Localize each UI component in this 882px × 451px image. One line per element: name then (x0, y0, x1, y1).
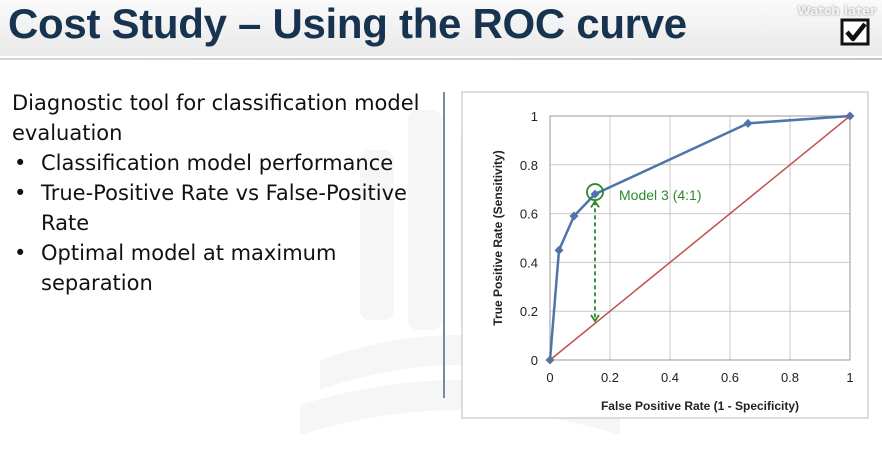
title-bar (0, 0, 882, 56)
roc-data-point (743, 118, 753, 128)
y-tick-label: 1 (531, 109, 538, 124)
column-divider (443, 92, 445, 398)
model-highlight-circle (586, 183, 604, 201)
roc-data-point (590, 189, 600, 199)
x-tick-label: 0.2 (601, 370, 619, 385)
y-tick-label: 0.2 (520, 304, 538, 319)
separation-arrow-bottom (590, 314, 600, 323)
y-axis-label: True Positive Rate (Sensitivity) (491, 150, 505, 325)
diagonal-reference-line (549, 115, 851, 361)
plot-area (549, 115, 851, 361)
x-tick-label: 0.4 (661, 370, 679, 385)
x-tick-label: 0.8 (781, 370, 799, 385)
slide-title: Cost Study – Using the ROC curve (8, 0, 687, 47)
bullet-item: True-Positive Rate vs False-Positive Rat… (12, 178, 432, 238)
roc-curve-line (548, 114, 851, 361)
y-tick-label: 0.6 (520, 207, 538, 222)
roc-data-point (554, 245, 564, 255)
bullet-list: Classification model performance True-Po… (12, 148, 432, 298)
watch-later-button[interactable] (838, 18, 874, 48)
x-tick-label: 0 (546, 370, 553, 385)
title-divider (0, 58, 882, 60)
watch-later-label[interactable]: Watch later (797, 4, 876, 18)
model-annotation-label: Model 3 (4:1) (619, 187, 701, 203)
chart-frame (461, 91, 869, 419)
y-tick-label: 0.8 (520, 158, 538, 173)
y-tick-label: 0 (531, 353, 538, 368)
bullet-item: Classification model performance (12, 148, 432, 178)
lead-text: Diagnostic tool for classification model… (12, 91, 420, 145)
roc-data-point (569, 211, 579, 221)
x-tick-label: 1 (846, 370, 853, 385)
y-tick-label: 0.4 (520, 255, 538, 270)
x-axis-label: False Positive Rate (1 - Specificity) (601, 399, 799, 413)
bullet-item: Optimal model at maximum separation (12, 238, 432, 298)
x-tick-label: 0.6 (721, 370, 739, 385)
checkmark-icon (840, 18, 870, 46)
separation-arrow-top (590, 199, 600, 208)
roc-chart: 0 0.2 0.4 0.6 0.8 1 0 0.2 0.4 0.6 0.8 1 False Positi… (461, 91, 869, 419)
